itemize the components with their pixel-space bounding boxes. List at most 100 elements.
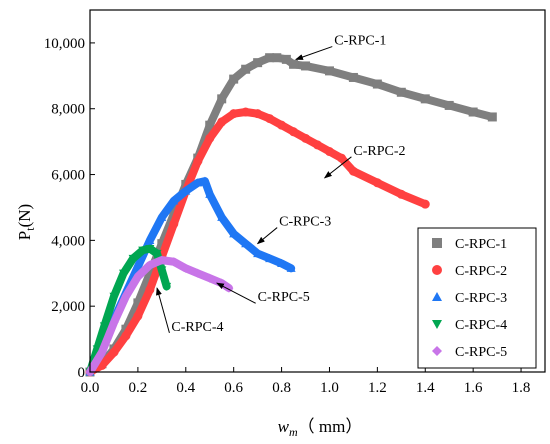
- data-point: [169, 219, 179, 229]
- data-point: [289, 127, 299, 137]
- data-point: [133, 311, 143, 321]
- data-point: [468, 107, 478, 117]
- data-point: [193, 178, 203, 187]
- data-point: [324, 147, 334, 157]
- data-point: [162, 282, 172, 291]
- data-point: [286, 263, 296, 272]
- data-point: [145, 244, 155, 254]
- data-point: [217, 212, 227, 221]
- data-point: [193, 268, 203, 278]
- data-point: [241, 64, 251, 74]
- data-point: [205, 120, 215, 130]
- annotation-label: C-RPC-2: [353, 144, 405, 159]
- x-tick-label: 1.4: [416, 380, 435, 396]
- data-point: [133, 298, 143, 308]
- data-point: [265, 253, 275, 263]
- annotation-label: C-RPC-1: [334, 34, 386, 49]
- legend-marker: [432, 320, 442, 329]
- data-point: [372, 79, 382, 89]
- x-tick-label: 0.0: [81, 380, 100, 396]
- data-point: [200, 176, 210, 185]
- y-tick-label: 6,000: [51, 168, 85, 184]
- data-point: [205, 133, 215, 143]
- annotation-arrow: [156, 287, 170, 333]
- data-point: [324, 66, 334, 76]
- data-point: [301, 133, 311, 143]
- annotation-arrow: [323, 156, 352, 179]
- data-point: [181, 263, 191, 273]
- data-point: [281, 54, 291, 64]
- data-point: [229, 229, 239, 238]
- data-point: [241, 107, 251, 117]
- data-point: [301, 61, 311, 71]
- series-layer: [85, 53, 497, 377]
- legend-label: C-RPC-1: [455, 237, 507, 252]
- x-tick-label: 1.8: [512, 380, 531, 396]
- data-point: [145, 285, 155, 295]
- data-point: [277, 258, 287, 267]
- data-point: [145, 235, 155, 244]
- x-tick-label: 1.0: [320, 380, 339, 396]
- x-tick-label: 1.2: [368, 380, 387, 396]
- data-point: [313, 140, 322, 150]
- data-point: [336, 153, 346, 163]
- data-point: [157, 239, 167, 249]
- data-point: [241, 239, 251, 248]
- annotation-arrow: [256, 227, 278, 245]
- x-tick-label: 0.2: [129, 380, 148, 396]
- y-tick-label: 4,000: [51, 233, 85, 249]
- data-point: [348, 166, 358, 176]
- y-tick-label: 10,000: [44, 36, 85, 52]
- data-point: [372, 178, 382, 188]
- data-point: [229, 74, 239, 84]
- y-tick-label: 8,000: [51, 102, 85, 118]
- data-point: [119, 269, 129, 278]
- legend-label: C-RPC-5: [455, 345, 507, 360]
- data-point: [217, 117, 227, 127]
- data-point: [152, 249, 162, 259]
- data-point: [169, 257, 179, 267]
- data-point: [205, 273, 215, 283]
- data-point: [253, 58, 263, 68]
- data-point: [396, 87, 406, 97]
- data-point: [157, 255, 167, 265]
- data-point: [289, 59, 299, 69]
- data-point: [272, 53, 282, 63]
- data-point: [229, 109, 239, 119]
- data-point: [420, 94, 430, 104]
- legend-marker: [432, 238, 442, 248]
- data-point: [99, 322, 109, 331]
- data-point: [121, 331, 131, 341]
- data-point: [145, 260, 155, 270]
- data-point: [396, 189, 406, 199]
- data-point: [92, 345, 102, 354]
- legend-marker: [432, 265, 442, 275]
- annotation-layer: C-RPC-1 C-RPC-2 C-RPC-3 C-RPC-4 C-RPC-5: [156, 34, 406, 335]
- legend-label: C-RPC-2: [455, 264, 507, 279]
- data-point: [109, 318, 119, 328]
- annotation-arrow: [295, 46, 333, 60]
- data-point: [265, 53, 275, 63]
- data-point: [157, 266, 167, 275]
- data-point: [348, 72, 358, 82]
- data-point: [205, 189, 215, 198]
- series-band: [86, 53, 497, 376]
- data-point: [121, 291, 131, 301]
- annotation-arrow: [216, 282, 256, 304]
- legend-marker: [432, 346, 442, 356]
- tick-layer: 0.0 0.2 0.4 0.6 0.8 1.0 1.2 1.4 1.6 1.8 0 2,000 4,00…: [44, 36, 531, 396]
- data-point: [265, 114, 275, 124]
- data-point: [138, 246, 148, 255]
- annotation-label: C-RPC-4: [171, 320, 223, 335]
- series-c-rpc-5: [85, 255, 234, 377]
- data-point: [181, 186, 191, 195]
- data-point: [133, 262, 143, 271]
- x-axis-label: wm（ mm）: [278, 417, 363, 439]
- annotation-label: C-RPC-5: [258, 290, 310, 305]
- data-point: [109, 292, 119, 301]
- legend-label: C-RPC-3: [455, 291, 507, 306]
- x-tick-label: 0.4: [176, 380, 195, 396]
- y-tick-label: 2,000: [51, 299, 85, 315]
- data-point: [169, 196, 179, 205]
